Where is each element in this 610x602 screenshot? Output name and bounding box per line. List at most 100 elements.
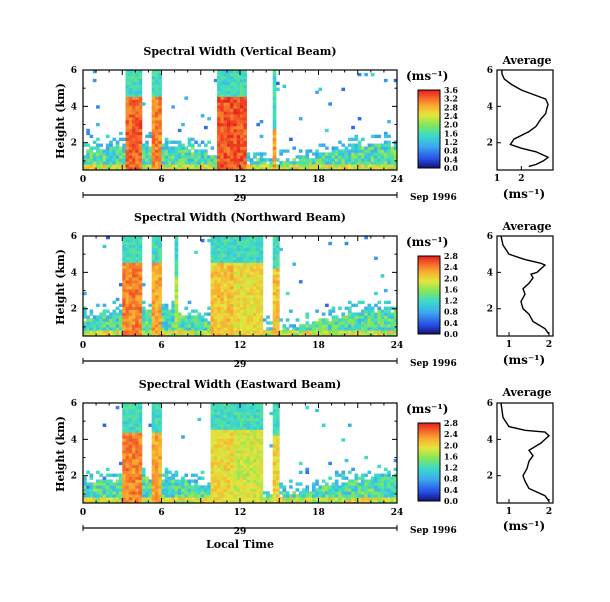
heatmap-cell bbox=[243, 408, 247, 413]
heatmap-cell bbox=[132, 122, 136, 127]
heatmap-cell bbox=[328, 485, 332, 489]
heatmap-cell bbox=[233, 435, 238, 439]
x-tick-label: 18 bbox=[312, 175, 325, 185]
heatmap-cell bbox=[217, 309, 221, 313]
heatmap-cell bbox=[354, 321, 359, 325]
heatmap-cell bbox=[132, 93, 136, 97]
colorbar-swatch bbox=[418, 477, 440, 481]
heatmap-cell bbox=[275, 271, 280, 275]
heatmap-cell bbox=[138, 90, 143, 94]
heatmap-cell bbox=[177, 485, 182, 489]
heatmap-cell bbox=[220, 143, 225, 147]
heatmap-cell bbox=[357, 318, 362, 322]
heatmap-cell bbox=[141, 473, 146, 477]
y-tick-label: 6 bbox=[487, 232, 493, 242]
heatmap-cell bbox=[246, 247, 251, 252]
heatmap-cell bbox=[246, 485, 251, 489]
heatmap-cell bbox=[128, 268, 133, 272]
heatmap-cell bbox=[184, 146, 189, 150]
heatmap-cell bbox=[154, 432, 159, 436]
heatmap-cell bbox=[132, 485, 136, 489]
heatmap-cell bbox=[177, 158, 182, 162]
heatmap-cell bbox=[181, 167, 185, 171]
heatmap-cell bbox=[207, 494, 211, 498]
heatmap-cell bbox=[190, 479, 195, 483]
heatmap-cell bbox=[282, 494, 287, 498]
heatmap-cell bbox=[328, 491, 332, 495]
heatmap-cell bbox=[217, 90, 221, 94]
heatmap-cell bbox=[226, 108, 231, 112]
heatmap-cell bbox=[132, 75, 136, 80]
heatmap-cell bbox=[338, 491, 342, 495]
heatmap-cell bbox=[236, 318, 241, 322]
heatmap-cell bbox=[213, 485, 218, 489]
heatmap-cell bbox=[338, 321, 342, 325]
heatmap-cell bbox=[118, 318, 123, 322]
heatmap-cell bbox=[298, 333, 303, 337]
heatmap-cell bbox=[99, 333, 104, 337]
heatmap-cell bbox=[135, 149, 139, 153]
heatmap-cell bbox=[226, 102, 231, 106]
heatmap-cell bbox=[230, 87, 234, 91]
heatmap-cell bbox=[243, 114, 247, 118]
heatmap-cell bbox=[92, 488, 97, 492]
heatmap-cell bbox=[272, 309, 277, 313]
heatmap-cell bbox=[253, 294, 257, 299]
heatmap-cell bbox=[174, 155, 179, 159]
heatmap-cell bbox=[253, 236, 257, 240]
heatmap-cell bbox=[138, 125, 143, 130]
heatmap-cell bbox=[223, 467, 228, 472]
heatmap-cell bbox=[354, 494, 359, 498]
heatmap-cell bbox=[181, 155, 185, 159]
heatmap-cell bbox=[125, 438, 130, 442]
heatmap-cell bbox=[233, 288, 238, 293]
heatmap-cell bbox=[249, 447, 254, 451]
heatmap-cell bbox=[204, 149, 208, 153]
heatmap-cell bbox=[233, 137, 238, 141]
heatmap-cell bbox=[331, 315, 336, 319]
heatmap-cell bbox=[154, 90, 159, 94]
heatmap-cell bbox=[210, 476, 215, 480]
y-tick-label: 2 bbox=[487, 305, 493, 315]
heatmap-cell bbox=[164, 494, 169, 498]
heatmap-cell bbox=[240, 241, 244, 246]
heatmap-cell bbox=[115, 500, 120, 504]
heatmap-cell bbox=[154, 122, 159, 127]
heatmap-cell bbox=[86, 330, 90, 334]
heatmap-cell bbox=[275, 259, 280, 263]
heatmap-cell bbox=[236, 432, 241, 436]
heatmap-cell bbox=[151, 143, 156, 147]
heatmap-cell bbox=[154, 274, 159, 278]
colorbar-swatch bbox=[418, 300, 440, 304]
heatmap-cell bbox=[249, 241, 254, 246]
heatmap-cell bbox=[171, 158, 175, 162]
heatmap-cell bbox=[292, 146, 296, 150]
heatmap-cell bbox=[236, 117, 241, 121]
colorbar-swatch bbox=[418, 452, 440, 455]
heatmap-cell bbox=[230, 429, 234, 433]
heatmap-cell bbox=[204, 158, 208, 162]
heatmap-cell bbox=[118, 333, 123, 337]
heatmap-cell bbox=[341, 473, 346, 477]
heatmap-cell bbox=[151, 441, 156, 445]
heatmap-cell bbox=[86, 470, 90, 474]
heatmap-cell bbox=[141, 497, 146, 501]
heatmap-cell bbox=[128, 497, 133, 501]
heatmap-cell bbox=[298, 149, 303, 153]
heatmap-cell bbox=[253, 479, 257, 483]
heatmap-cell bbox=[161, 152, 166, 156]
heatmap-cell bbox=[109, 152, 113, 156]
heatmap-cell bbox=[256, 441, 261, 445]
heatmap-cell bbox=[249, 262, 254, 266]
heatmap-cell bbox=[370, 476, 375, 480]
y-tick-label: 4 bbox=[71, 435, 77, 445]
heatmap-cell bbox=[158, 161, 162, 165]
heatmap-cell bbox=[115, 405, 120, 410]
heatmap-cell bbox=[138, 500, 143, 504]
heatmap-cell bbox=[168, 491, 172, 495]
heatmap-cell bbox=[158, 114, 162, 118]
heatmap-cell bbox=[177, 491, 182, 495]
heatmap-cell bbox=[168, 161, 172, 165]
heatmap-cell bbox=[380, 479, 385, 483]
heatmap-cell bbox=[151, 464, 156, 469]
